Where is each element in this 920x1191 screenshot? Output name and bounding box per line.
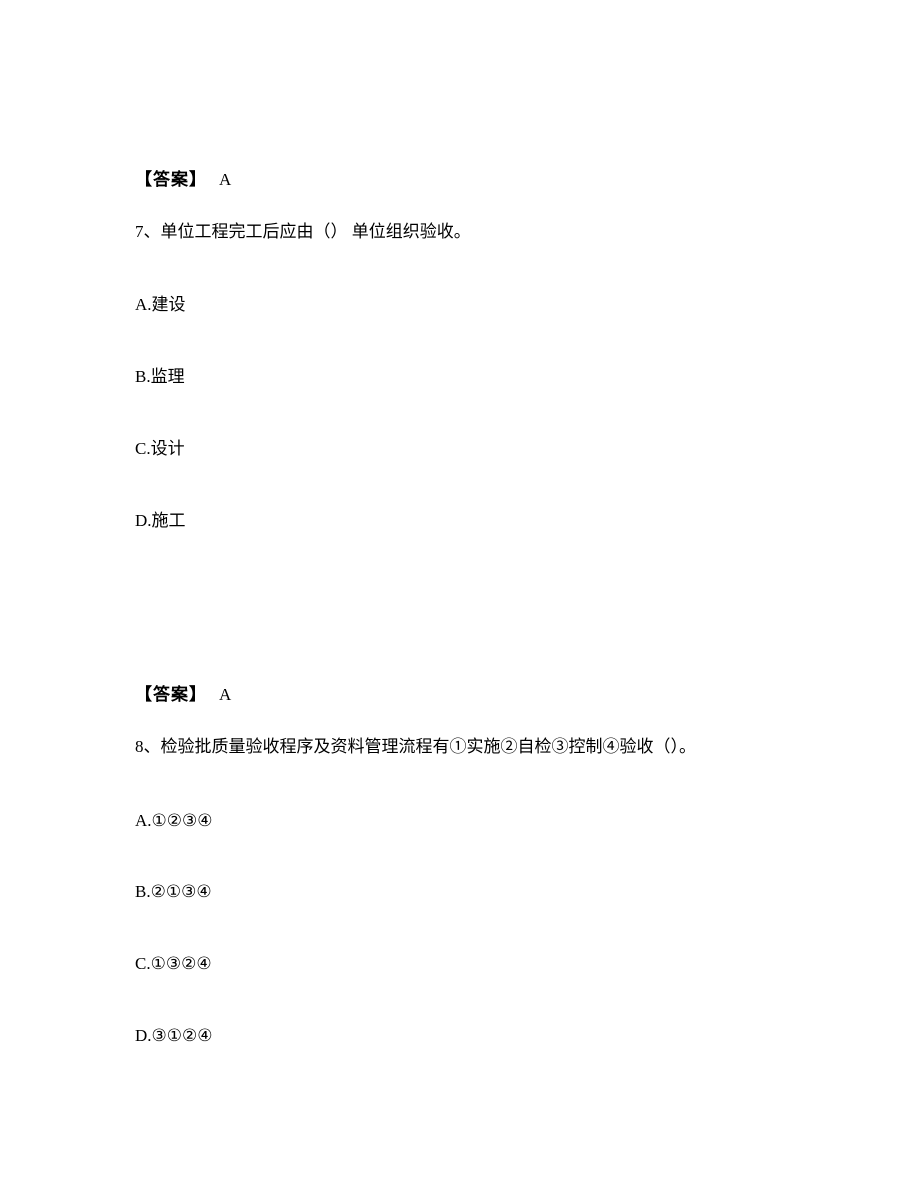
question-text: 检验批质量验收程序及资料管理流程有①实施②自检③控制④验收（）。: [161, 737, 697, 756]
q7-option-a: A.建设: [135, 293, 785, 317]
question-7-stem: 7、单位工程完工后应由（） 单位组织验收。: [135, 218, 785, 245]
q8-option-a: A.①②③④: [135, 809, 785, 833]
q8-option-d: D.③①②④: [135, 1024, 785, 1048]
gap: [135, 580, 785, 680]
option-letter: D.: [135, 511, 152, 530]
q8-option-c: C.①③②④: [135, 952, 785, 976]
q7-option-b: B.监理: [135, 365, 785, 389]
q7-option-d: D.施工: [135, 509, 785, 533]
option-text: 设计: [151, 439, 185, 458]
q7-option-c: C.设计: [135, 437, 785, 461]
option-text: 施工: [152, 511, 186, 530]
option-letter: A.: [135, 811, 152, 830]
answer-value: A: [219, 170, 232, 189]
question-number: 7、: [135, 222, 161, 241]
option-text: ①②③④: [152, 811, 213, 830]
option-letter: C.: [135, 954, 151, 973]
answer-line-6: 【答案】 A: [135, 165, 785, 190]
option-text: 建设: [152, 295, 186, 314]
question-8-stem: 8、检验批质量验收程序及资料管理流程有①实施②自检③控制④验收（）。: [135, 733, 785, 760]
option-text: ①③②④: [151, 954, 212, 973]
option-letter: A.: [135, 295, 152, 314]
answer-label: 【答案】: [135, 685, 207, 704]
document-page: 【答案】A 7、单位工程完工后应由（） 单位组织验收。 A.建设 B.监理 C.…: [0, 0, 920, 1048]
answer-line-7: 【答案】 A: [135, 680, 785, 705]
option-letter: B.: [135, 882, 151, 901]
option-letter: B.: [135, 367, 151, 386]
option-text: ②①③④: [151, 882, 212, 901]
option-text: 监理: [151, 367, 185, 386]
option-text: ③①②④: [152, 1026, 213, 1045]
option-letter: D.: [135, 1026, 152, 1045]
answer-value: A: [219, 685, 232, 704]
answer-label: 【答案】: [135, 170, 207, 189]
question-number: 8、: [135, 737, 161, 756]
question-text: 单位工程完工后应由（） 单位组织验收。: [161, 222, 471, 241]
option-letter: C.: [135, 439, 151, 458]
q8-option-b: B.②①③④: [135, 880, 785, 904]
